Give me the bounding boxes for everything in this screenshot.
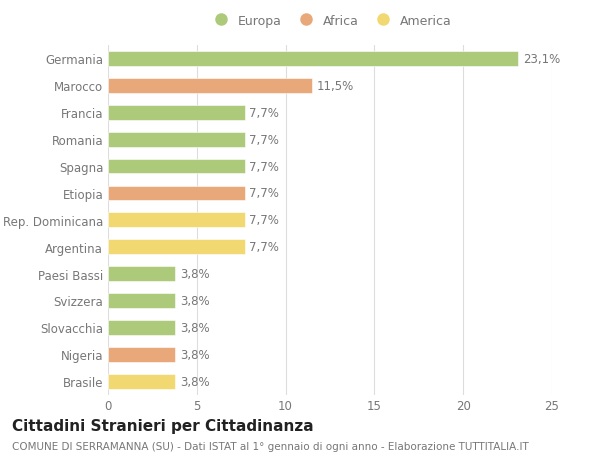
Bar [108, 79, 312, 94]
Text: 3,8%: 3,8% [180, 321, 209, 334]
Bar [108, 106, 245, 120]
Text: 11,5%: 11,5% [317, 80, 354, 93]
Text: 3,8%: 3,8% [180, 348, 209, 361]
Bar [108, 320, 175, 335]
Text: 7,7%: 7,7% [249, 106, 279, 119]
Bar [108, 374, 175, 389]
Text: 7,7%: 7,7% [249, 214, 279, 227]
Bar [108, 347, 175, 362]
Text: 3,8%: 3,8% [180, 375, 209, 388]
Text: 7,7%: 7,7% [249, 187, 279, 200]
Text: 7,7%: 7,7% [249, 133, 279, 146]
Bar [108, 213, 245, 228]
Bar [108, 240, 245, 255]
Text: COMUNE DI SERRAMANNA (SU) - Dati ISTAT al 1° gennaio di ogni anno - Elaborazione: COMUNE DI SERRAMANNA (SU) - Dati ISTAT a… [12, 441, 529, 451]
Bar [108, 133, 245, 147]
Bar [108, 186, 245, 201]
Bar [108, 293, 175, 308]
Text: 3,8%: 3,8% [180, 268, 209, 280]
Legend: Europa, Africa, America: Europa, Africa, America [203, 10, 457, 33]
Bar [108, 52, 518, 67]
Text: 7,7%: 7,7% [249, 160, 279, 173]
Bar [108, 159, 245, 174]
Text: Cittadini Stranieri per Cittadinanza: Cittadini Stranieri per Cittadinanza [12, 418, 314, 433]
Text: 3,8%: 3,8% [180, 294, 209, 308]
Bar [108, 267, 175, 281]
Text: 23,1%: 23,1% [523, 53, 560, 66]
Text: 7,7%: 7,7% [249, 241, 279, 254]
